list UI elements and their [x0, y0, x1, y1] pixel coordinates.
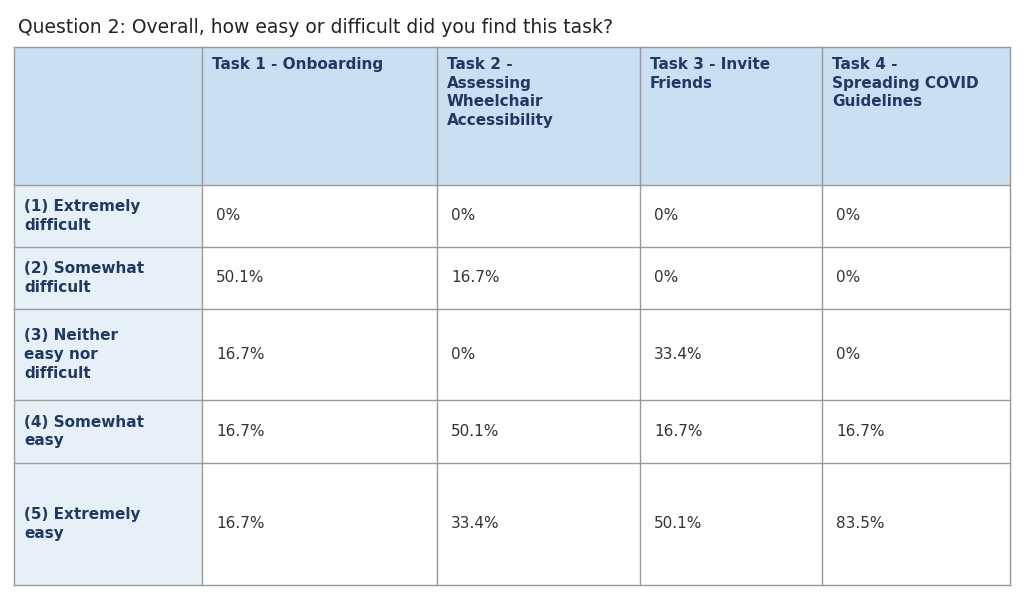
Bar [14, 463, 202, 585]
Text: 0%: 0% [836, 208, 860, 223]
Bar [202, 463, 437, 585]
Text: (5) Extremely
easy: (5) Extremely easy [24, 507, 140, 541]
Text: 0%: 0% [451, 208, 475, 223]
Text: (2) Somewhat
difficult: (2) Somewhat difficult [24, 261, 144, 295]
Text: (1) Extremely
difficult: (1) Extremely difficult [24, 199, 140, 233]
Text: (4) Somewhat
easy: (4) Somewhat easy [24, 415, 144, 448]
Bar [640, 463, 822, 585]
Text: 16.7%: 16.7% [451, 270, 500, 285]
Text: 33.4%: 33.4% [451, 516, 500, 531]
Bar [437, 309, 640, 400]
Bar [14, 47, 202, 185]
Bar [437, 463, 640, 585]
Bar [640, 309, 822, 400]
Text: 16.7%: 16.7% [654, 424, 702, 439]
Bar [640, 185, 822, 247]
Text: 0%: 0% [216, 208, 241, 223]
Text: 16.7%: 16.7% [216, 347, 264, 362]
Bar [202, 400, 437, 463]
Bar [822, 400, 1010, 463]
Text: 50.1%: 50.1% [451, 424, 500, 439]
Text: Task 3 - Invite
Friends: Task 3 - Invite Friends [650, 57, 770, 91]
Bar [437, 247, 640, 309]
Bar [14, 400, 202, 463]
Bar [202, 247, 437, 309]
Bar [14, 185, 202, 247]
Text: Task 1 - Onboarding: Task 1 - Onboarding [212, 57, 383, 72]
Text: (3) Neither
easy nor
difficult: (3) Neither easy nor difficult [24, 328, 118, 381]
Text: 50.1%: 50.1% [654, 516, 702, 531]
Text: 16.7%: 16.7% [216, 516, 264, 531]
Bar [14, 309, 202, 400]
Bar [640, 47, 822, 185]
Text: 83.5%: 83.5% [836, 516, 885, 531]
Text: 50.1%: 50.1% [216, 270, 264, 285]
Text: 33.4%: 33.4% [654, 347, 702, 362]
Text: 0%: 0% [654, 208, 678, 223]
Bar [437, 185, 640, 247]
Bar [822, 185, 1010, 247]
Text: 0%: 0% [451, 347, 475, 362]
Bar [202, 47, 437, 185]
Bar [14, 247, 202, 309]
Bar [822, 47, 1010, 185]
Bar [640, 400, 822, 463]
Bar [822, 463, 1010, 585]
Text: 16.7%: 16.7% [216, 424, 264, 439]
Bar [640, 247, 822, 309]
Text: Question 2: Overall, how easy or difficult did you find this task?: Question 2: Overall, how easy or difficu… [18, 18, 613, 37]
Text: Task 4 -
Spreading COVID
Guidelines: Task 4 - Spreading COVID Guidelines [831, 57, 979, 109]
Bar [822, 309, 1010, 400]
Bar [437, 47, 640, 185]
Text: Task 2 -
Assessing
Wheelchair
Accessibility: Task 2 - Assessing Wheelchair Accessibil… [447, 57, 554, 128]
Text: 0%: 0% [836, 270, 860, 285]
Bar [202, 309, 437, 400]
Bar [822, 247, 1010, 309]
Bar [202, 185, 437, 247]
Text: 0%: 0% [836, 347, 860, 362]
Text: 0%: 0% [654, 270, 678, 285]
Bar [437, 400, 640, 463]
Text: 16.7%: 16.7% [836, 424, 885, 439]
